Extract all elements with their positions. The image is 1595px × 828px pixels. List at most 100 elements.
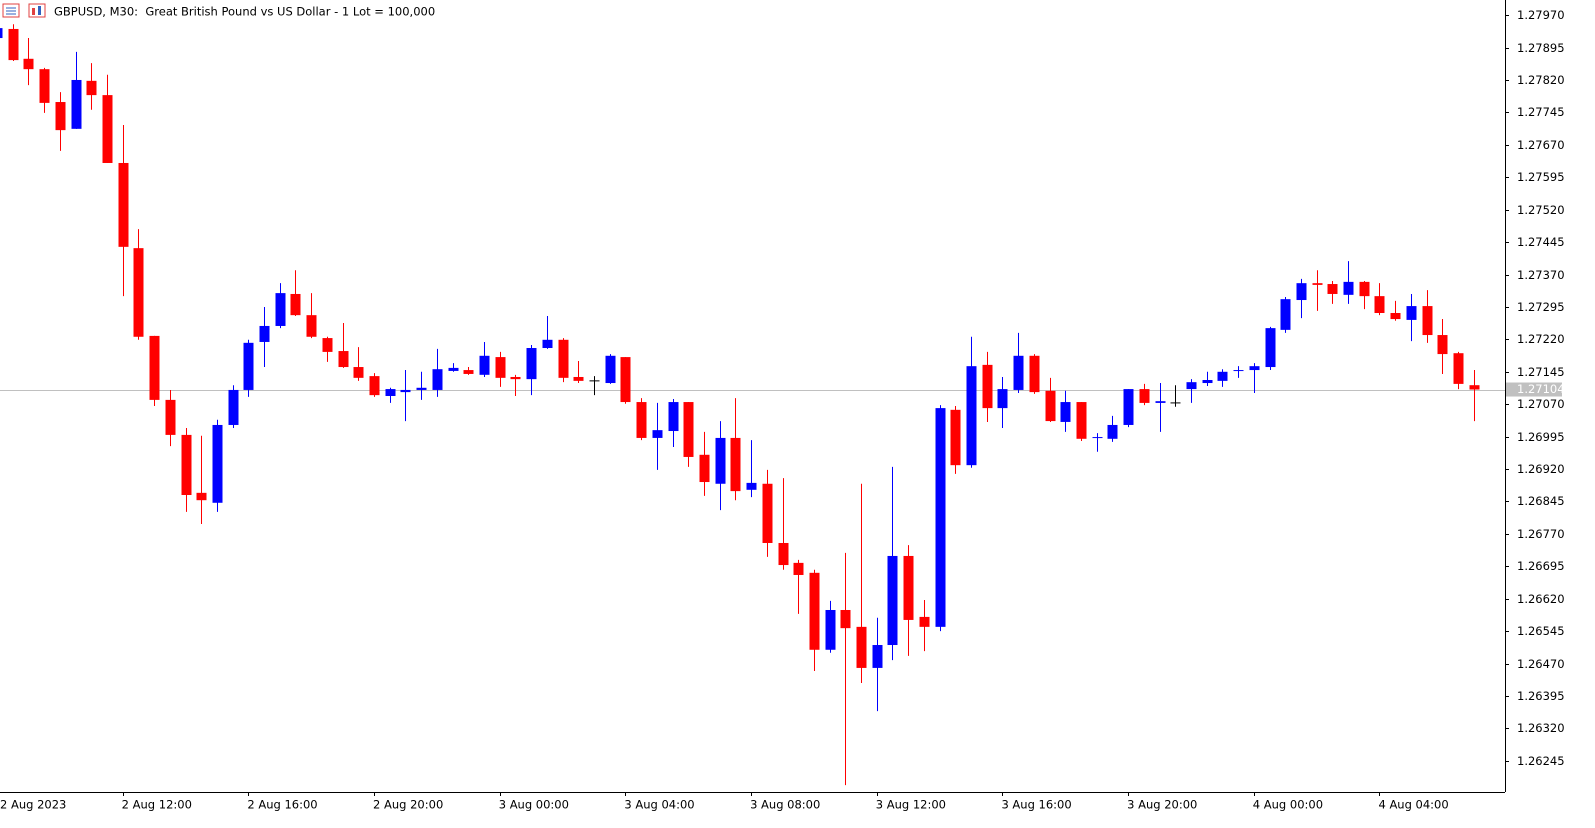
candle-body xyxy=(243,342,254,390)
candle-body xyxy=(228,389,239,425)
candle-body xyxy=(353,367,364,378)
candle-body xyxy=(668,402,679,432)
x-tick-label: 3 Aug 04:00 xyxy=(624,798,694,812)
y-tick-label: 1.26770 xyxy=(1517,527,1565,541)
candle-body xyxy=(1013,355,1024,390)
candle-body xyxy=(181,434,192,495)
candle-body xyxy=(982,364,993,409)
candle-body xyxy=(118,162,129,247)
y-tick-label: 1.27220 xyxy=(1517,332,1565,346)
candle-body xyxy=(338,351,349,368)
y-tick-label: 1.27520 xyxy=(1517,203,1565,217)
candle-body xyxy=(1280,299,1291,330)
candle-body xyxy=(1374,296,1385,313)
y-tick-label: 1.27070 xyxy=(1517,397,1565,411)
candle-body xyxy=(1123,389,1134,425)
candle-body xyxy=(102,95,113,163)
candle-body xyxy=(479,355,490,375)
candle-body xyxy=(275,293,286,326)
y-tick-label: 1.26395 xyxy=(1517,689,1565,703)
x-tick-label: 3 Aug 00:00 xyxy=(499,798,569,812)
candle-body xyxy=(23,58,34,70)
candle-body xyxy=(1422,306,1433,336)
candle-body xyxy=(950,409,961,466)
candle-body xyxy=(55,102,66,131)
candle-body xyxy=(1437,335,1448,355)
candle-body xyxy=(1249,366,1260,371)
candle-body xyxy=(872,645,883,668)
y-tick-label: 1.26995 xyxy=(1517,430,1565,444)
candle-body xyxy=(1233,370,1244,372)
candle-body xyxy=(746,482,757,490)
y-tick-label: 1.27895 xyxy=(1517,41,1565,55)
last-price-label: 1.27104 xyxy=(1517,382,1565,396)
candle-body xyxy=(1296,283,1307,301)
y-tick-label: 1.27970 xyxy=(1517,8,1565,22)
icon-chart[interactable] xyxy=(28,3,46,18)
x-tick-label: 2 Aug 2023 xyxy=(0,798,66,812)
y-tick-label: 1.26620 xyxy=(1517,592,1565,606)
candle-body xyxy=(290,293,301,316)
candle-body xyxy=(1202,380,1213,384)
y-tick-label: 1.26245 xyxy=(1517,754,1565,768)
candle-body xyxy=(840,609,851,629)
candle-body xyxy=(605,355,616,384)
candle-body xyxy=(935,408,946,627)
candle-body xyxy=(1092,437,1103,439)
x-tick-label: 3 Aug 20:00 xyxy=(1127,798,1197,812)
candle-body xyxy=(620,357,631,403)
candle-body xyxy=(1453,353,1464,384)
candle-body xyxy=(149,335,160,400)
x-tick-label: 4 Aug 04:00 xyxy=(1378,798,1448,812)
candle-body xyxy=(778,542,789,566)
candle-body xyxy=(903,555,914,620)
candle-body xyxy=(432,369,443,390)
candle-body xyxy=(369,376,380,396)
x-tick-label: 2 Aug 20:00 xyxy=(373,798,443,812)
candle-body xyxy=(495,357,506,378)
y-tick-label: 1.27745 xyxy=(1517,105,1565,119)
candle-body xyxy=(966,366,977,466)
candle-body xyxy=(919,616,930,627)
candle-body xyxy=(715,437,726,484)
candle-body xyxy=(1327,284,1338,294)
candle-body xyxy=(683,402,694,457)
candle-body xyxy=(730,437,741,492)
candle-body xyxy=(825,609,836,650)
candle-body xyxy=(259,325,270,342)
x-tick-label: 3 Aug 08:00 xyxy=(750,798,820,812)
x-tick-label: 4 Aug 00:00 xyxy=(1253,798,1323,812)
candle-body xyxy=(1060,402,1071,422)
candle-body xyxy=(1029,355,1040,393)
chart-icons[interactable] xyxy=(2,3,46,18)
candle-body xyxy=(1217,371,1228,381)
y-tick-label: 1.27820 xyxy=(1517,73,1565,87)
candle-body xyxy=(86,80,97,96)
candle-body xyxy=(400,389,411,393)
last-price-box xyxy=(1506,382,1562,397)
candle-body xyxy=(793,562,804,575)
x-tick-label: 3 Aug 16:00 xyxy=(1001,798,1071,812)
y-tick-label: 1.26470 xyxy=(1517,657,1565,671)
candle-body xyxy=(416,387,427,390)
y-tick-label: 1.27445 xyxy=(1517,235,1565,249)
candle-body xyxy=(322,338,333,352)
y-tick-label: 1.27295 xyxy=(1517,300,1565,314)
candle-body xyxy=(542,339,553,349)
candle-body xyxy=(1139,389,1150,403)
candle-body xyxy=(1343,281,1354,295)
candle-body xyxy=(133,248,144,337)
candle-body xyxy=(856,626,867,668)
candle-body xyxy=(1076,402,1087,439)
candle-body xyxy=(1406,306,1417,320)
candle-body xyxy=(1186,382,1197,390)
candle-body xyxy=(463,370,474,374)
candle-body xyxy=(1107,424,1118,439)
icon-bar xyxy=(32,8,35,15)
candle-body xyxy=(39,69,50,103)
candle-body xyxy=(448,367,459,371)
candle-body xyxy=(1359,281,1370,297)
